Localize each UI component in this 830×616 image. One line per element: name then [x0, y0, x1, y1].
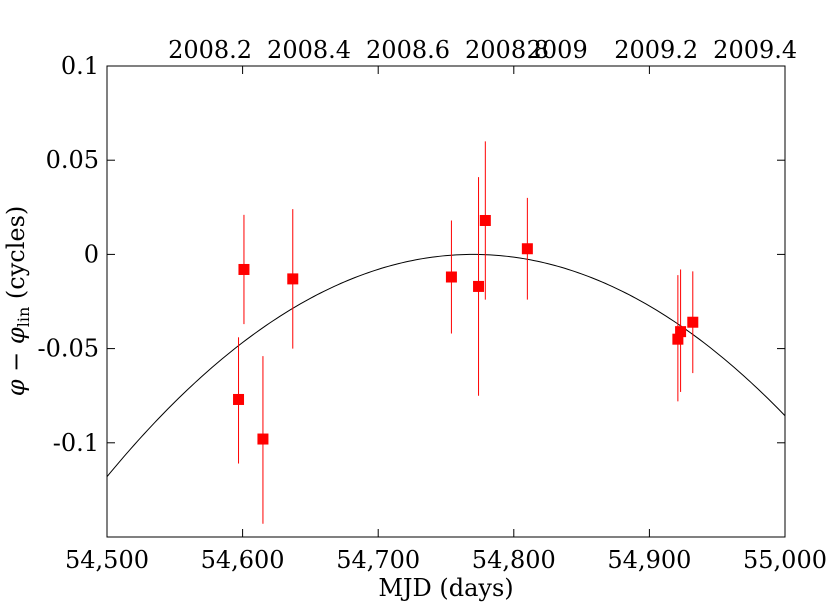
data-point: [675, 326, 687, 338]
data-point: [473, 280, 485, 292]
data-points: [233, 141, 699, 524]
x-tick-label: 54,900: [607, 546, 691, 574]
top-tick-label: 2009.2: [614, 36, 698, 64]
data-point: [287, 273, 299, 285]
x-tick-label: 54,600: [201, 546, 285, 574]
y-axis-label-sub: lin: [14, 307, 33, 328]
data-point: [257, 433, 269, 445]
y-axis-label-unit: (cycles): [2, 206, 30, 307]
top-tick-label: 2008.4: [267, 36, 351, 64]
x-tick-labels: 54,500 54,600 54,700 54,800 54,900 55,000: [65, 546, 827, 574]
y-axis-label-phi: φ: [2, 379, 30, 396]
x-tick-label: 54,700: [336, 546, 420, 574]
y-tick-label: -0.05: [37, 335, 99, 363]
top-tick-label: 2008.6: [366, 36, 450, 64]
x-axis-label: MJD (days): [378, 574, 513, 602]
x-tick-label: 54,500: [65, 546, 149, 574]
data-point: [521, 243, 533, 255]
data-point: [672, 333, 684, 345]
plot-frame: [106, 65, 786, 538]
data-point: [238, 263, 250, 275]
data-point: [233, 393, 245, 405]
y-axis-label-phi2: φ: [2, 327, 30, 344]
top-tick-label: 2008.8: [465, 36, 549, 64]
top-tick-label: 2008.2: [168, 36, 252, 64]
top-tick-label: 2009: [527, 36, 588, 64]
data-point: [445, 271, 457, 283]
axis-ticks: [106, 65, 786, 537]
y-axis-label: φ − φlin (cycles): [2, 206, 33, 397]
y-axis-label-op: −: [2, 344, 30, 379]
y-tick-labels: 0.1 0.05 0 -0.05 -0.1: [37, 52, 99, 457]
y-tick-label: 0.05: [46, 146, 99, 174]
data-point: [687, 316, 699, 328]
y-tick-label: -0.1: [53, 429, 99, 457]
x-tick-label: 54,800: [472, 546, 556, 574]
data-point: [479, 214, 491, 226]
x-tick-label: 55,000: [743, 546, 827, 574]
y-tick-label: 0: [84, 240, 99, 268]
top-tick-label: 2009.4: [713, 36, 797, 64]
fit-curve: [106, 253, 786, 478]
y-tick-label: 0.1: [61, 52, 99, 80]
